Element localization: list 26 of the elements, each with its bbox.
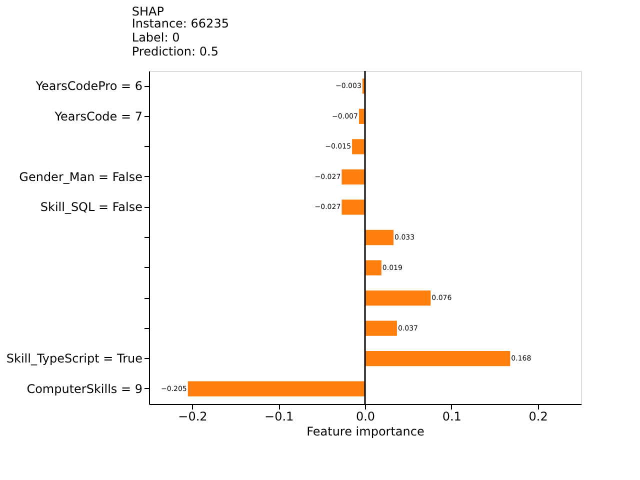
bar xyxy=(342,169,365,185)
bar xyxy=(358,108,365,124)
chart-title: SHAP xyxy=(132,4,164,18)
x-tick-label: −0.2 xyxy=(178,410,208,424)
y-tick-label: YearsCodePro = 6 xyxy=(34,79,142,94)
y-tick-label: Skill_TypeScript = True xyxy=(6,352,142,366)
bar xyxy=(365,260,382,276)
y-tick-label: Skill_SQL = False xyxy=(40,200,142,214)
bar xyxy=(188,381,365,396)
x-tick-label: 0.2 xyxy=(528,410,548,424)
text: Instance: 66235 xyxy=(132,16,229,30)
bar xyxy=(365,320,397,336)
x-axis-title: Feature importance xyxy=(306,424,424,438)
y-tick-label: ComputerSkills = 9 xyxy=(26,382,142,396)
y-tick-label: Gender_Man = False xyxy=(19,170,142,184)
x-tick-label: 0.0 xyxy=(356,410,376,424)
text: Label: 0 xyxy=(132,30,180,44)
x-tick-label: −0.1 xyxy=(264,410,294,424)
x-tick-label: 0.1 xyxy=(442,410,462,424)
bar xyxy=(342,200,365,215)
y-tick-label: YearsCode = 7 xyxy=(54,109,142,124)
bar xyxy=(365,351,510,366)
bar xyxy=(365,230,394,246)
bar xyxy=(352,139,365,154)
text: Prediction: 0.5 xyxy=(132,44,218,58)
bar xyxy=(365,290,431,306)
